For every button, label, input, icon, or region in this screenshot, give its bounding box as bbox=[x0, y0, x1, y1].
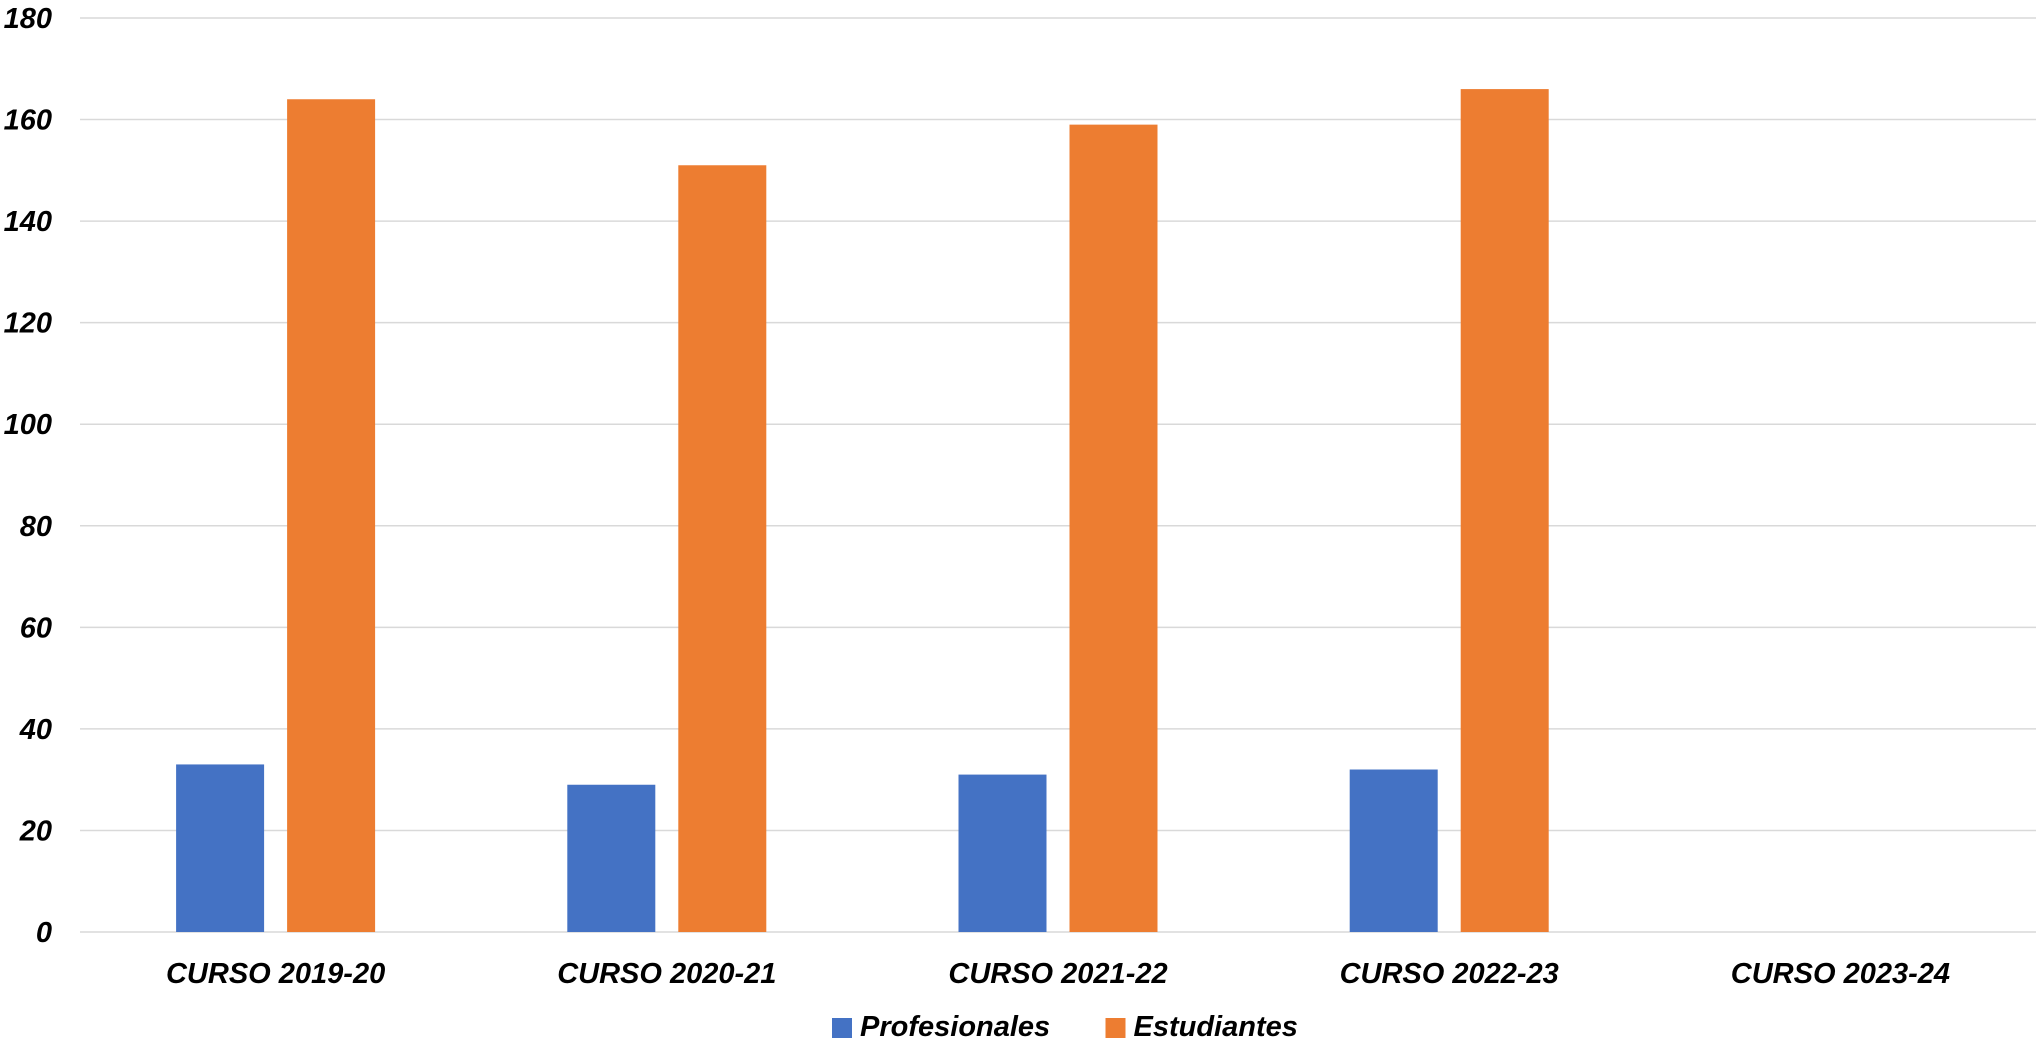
legend-label-estudiantes: Estudiantes bbox=[1134, 1011, 1298, 1043]
legend-swatch-profesionales bbox=[832, 1018, 852, 1038]
bar-estudiantes-4 bbox=[1460, 89, 1549, 933]
legend-label-profesionales: Profesionales bbox=[860, 1011, 1050, 1043]
gridlines bbox=[80, 17, 2036, 933]
y-tick-label: 20 bbox=[19, 815, 52, 847]
legend-swatch-estudiantes bbox=[1105, 1018, 1126, 1038]
y-tick-label: 80 bbox=[20, 511, 52, 543]
y-tick-label: 0 bbox=[36, 917, 52, 949]
x-category-label: CURSO 2021-22 bbox=[948, 958, 1167, 990]
legend: Profesionales Estudiantes bbox=[832, 1011, 1298, 1043]
bar-estudiantes-1 bbox=[287, 99, 376, 932]
bars bbox=[176, 89, 1549, 933]
y-tick-label: 60 bbox=[20, 612, 52, 644]
y-tick-label: 40 bbox=[19, 714, 52, 746]
bar-profesionales-3 bbox=[958, 774, 1047, 932]
bar-profesionales-2 bbox=[567, 784, 656, 932]
bar-profesionales-4 bbox=[1349, 769, 1438, 932]
y-tick-label: 120 bbox=[4, 308, 52, 340]
y-axis-ticks: 0 20 40 60 80 100 120 140 160 180 bbox=[4, 3, 52, 949]
y-tick-label: 100 bbox=[4, 409, 52, 441]
y-tick-label: 160 bbox=[4, 105, 52, 137]
y-tick-label: 140 bbox=[4, 206, 52, 238]
x-axis-labels: CURSO 2019-20 CURSO 2020-21 CURSO 2021-22 C… bbox=[166, 958, 1950, 990]
x-category-label: CURSO 2019-20 bbox=[166, 958, 385, 990]
bar-estudiantes-3 bbox=[1069, 124, 1158, 933]
bar-profesionales-1 bbox=[176, 764, 265, 932]
bar-estudiantes-2 bbox=[678, 165, 767, 932]
y-tick-label: 180 bbox=[4, 3, 52, 35]
x-category-label: CURSO 2023-24 bbox=[1731, 958, 1950, 990]
x-category-label: CURSO 2022-23 bbox=[1340, 958, 1559, 990]
x-category-label: CURSO 2020-21 bbox=[557, 958, 776, 990]
